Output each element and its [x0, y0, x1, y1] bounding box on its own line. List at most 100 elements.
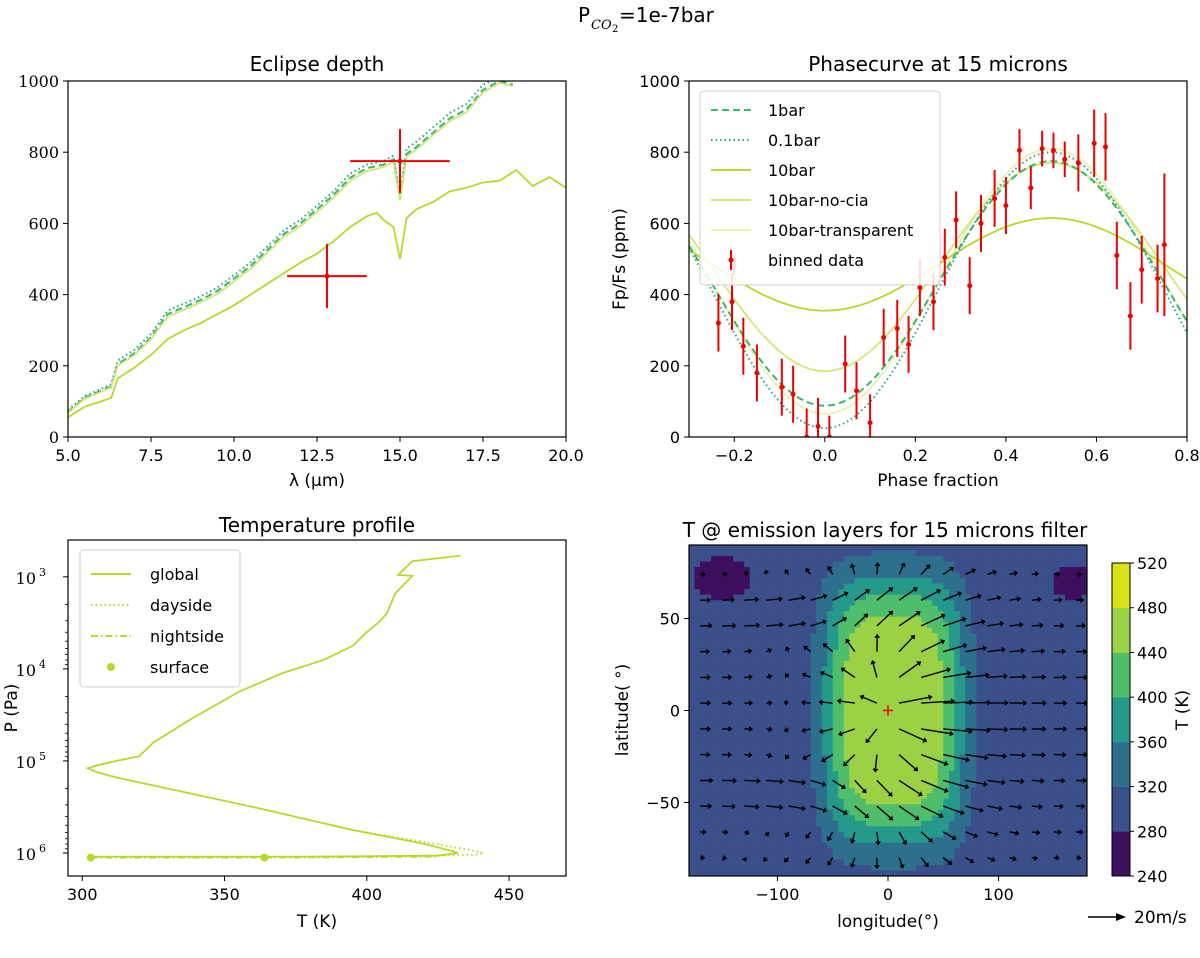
- heatmap-cell: [954, 556, 961, 563]
- temperature-ytick-base: 10: [16, 661, 36, 680]
- heatmap-cell: [959, 848, 966, 855]
- heatmap-cell: [1042, 693, 1049, 701]
- heatmap-cell: [849, 693, 856, 701]
- heatmap-cell: [1037, 765, 1044, 772]
- wind-arrowhead: [1021, 752, 1026, 759]
- heatmap-cell: [821, 870, 828, 876]
- heatmap-cell: [1015, 704, 1022, 712]
- temperature-series-global: [85, 554, 461, 858]
- heatmap-cell: [860, 782, 867, 789]
- heatmap-cell: [744, 815, 751, 822]
- heatmap-cell: [1004, 749, 1011, 756]
- heatmap-cell: [1064, 638, 1072, 645]
- heatmap-cell: [722, 727, 729, 734]
- phasecurve-xlabel: Phase fraction: [877, 471, 998, 491]
- heatmap-cell: [1070, 638, 1077, 645]
- heatmap-cell: [871, 771, 878, 778]
- heatmap-cell: [755, 743, 762, 750]
- heatmap-cell: [1009, 682, 1016, 690]
- heatmap-cell: [959, 754, 966, 761]
- heatmap-cell: [1015, 556, 1022, 563]
- heatmap-cell: [689, 677, 696, 684]
- heatmap-cell: [915, 682, 922, 690]
- heatmap-cell: [854, 782, 861, 789]
- heatmap-cell: [794, 776, 801, 783]
- temperature-title: Temperature profile: [218, 513, 415, 537]
- heatmap-cell: [976, 826, 983, 833]
- heatmap-cell: [760, 809, 767, 816]
- heatmap-cell: [976, 809, 983, 816]
- heatmap-cell: [749, 853, 756, 861]
- heatmap-cell: [954, 666, 961, 673]
- phasecurve-ytick-label: 1000: [639, 72, 680, 91]
- heatmap-cell: [1048, 776, 1055, 783]
- heatmap-cell: [843, 859, 850, 866]
- wind-arrowhead: [969, 858, 975, 864]
- heatmap-cell: [805, 611, 812, 618]
- wind-arrow: [965, 621, 982, 627]
- heatmap-cell: [700, 721, 707, 728]
- heatmap-cell: [904, 842, 911, 850]
- heatmap-cell: [1070, 787, 1077, 794]
- wind-arrowhead: [748, 752, 753, 758]
- heatmap-cell: [1075, 864, 1083, 872]
- heatmap-cell: [976, 831, 983, 838]
- heatmap-cell: [1015, 760, 1022, 767]
- heatmap-cell: [744, 804, 751, 811]
- heatmap-cell: [766, 853, 773, 861]
- heatmap-cell: [805, 671, 812, 678]
- wind-arrowhead: [875, 841, 881, 846]
- heatmap-cell: [943, 776, 950, 783]
- wind-arrow: [898, 754, 916, 770]
- heatmap-cell: [976, 853, 983, 861]
- heatmap-cell: [865, 831, 873, 838]
- heatmap-cell: [915, 550, 922, 557]
- heatmap-cell: [937, 820, 944, 827]
- heatmap-cell: [749, 605, 756, 612]
- heatmap-cell: [821, 572, 828, 579]
- heatmap-cell: [832, 611, 839, 618]
- heatmap-cell: [882, 754, 889, 761]
- heatmap-cell: [943, 671, 950, 678]
- heatmap-cell: [727, 572, 734, 579]
- temperature-xtick-label: 350: [209, 885, 240, 904]
- heatmap-cell: [849, 638, 856, 645]
- heatmap-cell: [810, 738, 817, 745]
- wind-arrowhead: [818, 699, 823, 706]
- wind-arrow: [765, 857, 767, 860]
- heatmap-cell: [959, 732, 966, 739]
- heatmap-cell: [854, 699, 861, 706]
- heatmap-cell: [932, 848, 939, 855]
- heatmap-cell: [954, 848, 961, 855]
- heatmap-cell: [766, 550, 773, 557]
- wind-arrow: [841, 728, 856, 735]
- heatmap-cell: [827, 682, 834, 690]
- heatmap-cell: [700, 561, 707, 568]
- heatmap-cell: [1048, 809, 1055, 816]
- heatmap-cell: [755, 611, 762, 618]
- heatmap-cell: [932, 688, 939, 695]
- heatmap-cell: [937, 622, 944, 629]
- heatmap-cell: [965, 677, 972, 684]
- heatmap-cell: [738, 627, 745, 634]
- heatmap-cell: [816, 655, 823, 662]
- heatmap-cell: [1020, 710, 1027, 717]
- heatmap-cell: [849, 798, 856, 805]
- heatmap-cell: [1070, 572, 1077, 579]
- heatmap-cell: [959, 649, 966, 656]
- heatmap-cell: [871, 594, 878, 601]
- heatmap-cell: [711, 804, 718, 811]
- heatmap-cell: [1020, 721, 1027, 728]
- heatmap-cell: [954, 743, 961, 750]
- heatmap-cell: [899, 550, 906, 557]
- wind-arrow: [921, 728, 951, 735]
- heatmap-cell: [976, 545, 983, 552]
- heatmap-cell: [943, 848, 950, 855]
- heatmap-cell: [865, 798, 873, 805]
- heatmap-cell: [1004, 600, 1011, 607]
- heatmap-cell: [888, 798, 895, 805]
- heatmap-cell: [998, 804, 1005, 811]
- temperature-legend-label: dayside: [150, 596, 212, 615]
- heatmap-cell: [838, 572, 845, 579]
- heatmap-cell: [910, 649, 917, 656]
